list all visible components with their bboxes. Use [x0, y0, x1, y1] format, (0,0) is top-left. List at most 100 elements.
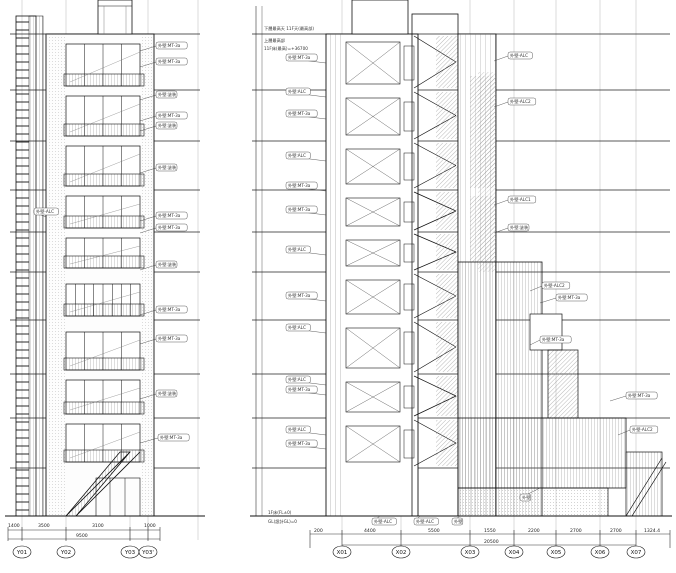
base-note-2: GL(設計GL)=0 — [268, 518, 297, 525]
right-tower-bay — [345, 425, 415, 463]
svg-text:外壁:ALC: 外壁:ALC — [288, 324, 306, 331]
left-window-bay — [63, 95, 145, 137]
left-segment-dim-3: 3100 — [92, 523, 104, 529]
left-window-bay — [63, 145, 145, 187]
svg-text:外壁:MT-3a: 外壁:MT-3a — [628, 392, 651, 399]
top-note-3: 11F床(最高)=+36700 — [264, 45, 308, 52]
svg-text:外壁:MT-3a: 外壁:MT-3a — [288, 440, 311, 447]
right-grid-bubble: X01 — [332, 545, 352, 559]
right-grid-bubble: X06 — [590, 545, 610, 559]
right-tower-bay — [345, 197, 415, 227]
left-wall-tag: 外壁:MT-3a — [139, 57, 188, 68]
svg-text:Y01: Y01 — [16, 550, 27, 556]
svg-text:X01: X01 — [337, 550, 348, 556]
top-note-2: 上層最高部 — [264, 37, 285, 44]
right-bottom-tag: 外壁 — [451, 515, 464, 525]
right-segment-dim-4: 2200 — [528, 528, 540, 534]
left-grid-bubble: Y02 — [56, 545, 76, 559]
svg-text:外壁:ALC: 外壁:ALC — [288, 246, 306, 253]
svg-text:外壁:ALC: 外壁:ALC — [288, 152, 306, 159]
svg-text:外壁:MT-3a: 外壁:MT-3a — [288, 182, 311, 189]
svg-text:Y03: Y03 — [124, 550, 136, 556]
left-wall-tag: 外壁:MT-3a — [139, 305, 188, 316]
left-wall-tag: 外壁:MT-3a — [139, 111, 188, 122]
svg-text:外壁:MT-3a: 外壁:MT-3a — [288, 386, 311, 393]
svg-text:外壁:MT-3a: 外壁:MT-3a — [158, 58, 181, 65]
right-bottom-tag: 外壁-ALC — [371, 515, 397, 525]
svg-text:X05: X05 — [551, 550, 562, 556]
svg-text:X02: X02 — [396, 550, 407, 556]
left-grid-bubble: Y03' — [138, 545, 158, 559]
right-right-wall-tag: 外壁:MT-3a — [529, 335, 572, 346]
svg-text:外壁:ALC: 外壁:ALC — [288, 376, 306, 383]
right-segment-dim-3: 1550 — [484, 528, 496, 534]
right-tower-bay — [345, 239, 415, 267]
right-left-wall-tag: 外壁:MT-3a — [285, 53, 327, 64]
svg-text:外壁-ALC: 外壁-ALC — [374, 518, 392, 525]
left-window-bay — [63, 331, 145, 371]
right-left-wall-tag: 外壁:MT-3a — [285, 205, 327, 216]
right-tower-bay — [345, 41, 415, 85]
right-segment-dim-2: 5500 — [428, 528, 440, 534]
left-wall-tag: 外壁:塗装 — [139, 121, 178, 132]
left-window-bay — [63, 423, 145, 463]
right-left-wall-tag: 外壁:MT-3a — [285, 109, 327, 120]
svg-text:外壁:MT-3a: 外壁:MT-3a — [158, 306, 181, 313]
right-segment-dim-1: 4400 — [364, 528, 376, 534]
left-grid-bubble: Y01 — [12, 545, 32, 559]
right-exterior-stair — [625, 451, 667, 517]
right-left-wall-tag: 外壁:MT-3a — [285, 291, 327, 302]
left-window-bay — [63, 195, 145, 229]
svg-text:X04: X04 — [509, 550, 520, 556]
svg-text:外壁:ALC: 外壁:ALC — [288, 88, 306, 95]
svg-text:X07: X07 — [631, 550, 642, 556]
right-left-wall-tag: 外壁:MT-3a — [285, 181, 327, 192]
svg-text:外壁:MT-3a: 外壁:MT-3a — [558, 294, 581, 301]
svg-text:外壁-ALC: 外壁-ALC — [510, 52, 528, 59]
svg-text:外壁:MT-3a: 外壁:MT-3a — [288, 110, 311, 117]
base-note-1: 1F床(FL±0) — [268, 509, 292, 516]
svg-text:外壁-ALC2: 外壁-ALC2 — [632, 426, 653, 433]
left-wall-tag: 外壁-ALC — [33, 207, 59, 218]
left-segment-dim-1: 1400 — [8, 523, 20, 529]
left-wall-tag: 外壁:MT-3a — [139, 211, 188, 222]
right-left-wall-tag: 外壁:ALC — [285, 245, 327, 256]
svg-text:外壁-ALC2: 外壁-ALC2 — [544, 282, 565, 289]
right-tower-bay — [345, 148, 415, 185]
right-right-wall-tag: 外壁-ALC2 — [617, 425, 658, 436]
left-window-bay — [63, 43, 145, 87]
svg-text:X06: X06 — [595, 550, 606, 556]
svg-text:外壁:塗装: 外壁:塗装 — [510, 224, 529, 231]
left-window-bay — [63, 237, 145, 269]
left-segment-dim-4: 1000 — [144, 523, 156, 529]
svg-text:外壁:MT-3a: 外壁:MT-3a — [158, 112, 181, 119]
right-left-wall-tag: 外壁:ALC — [285, 375, 327, 386]
right-bottom-tag: 外壁-ALC — [413, 515, 439, 525]
right-tower-bay — [345, 279, 415, 315]
svg-text:外壁-ALC: 外壁-ALC — [36, 208, 54, 215]
right-total-dim: 20500 — [484, 539, 499, 545]
left-grid-bubble: Y03 — [120, 545, 140, 559]
right-elevation: 外壁:MT-3a 外壁:ALC 外壁:MT-3a 外壁:ALC 外壁:MT-3a 外壁:M… — [250, 0, 672, 559]
svg-text:外壁-ALC1: 外壁-ALC1 — [510, 196, 531, 203]
right-bottom-tag: 外壁 — [519, 487, 541, 501]
left-wall-tag: 外壁:MT-3a — [139, 433, 190, 444]
svg-text:外壁:塗装: 外壁:塗装 — [158, 122, 177, 129]
right-right-wall-tag: 外壁:MT-3a — [609, 391, 658, 402]
svg-text:外壁:塗装: 外壁:塗装 — [158, 91, 177, 98]
left-total-dim: 9500 — [76, 533, 88, 539]
right-tower-bay — [345, 327, 415, 369]
left-wall-tag: 外壁:塗装 — [139, 260, 178, 271]
svg-text:Y03': Y03' — [141, 550, 154, 556]
right-grid-bubble: X07 — [626, 545, 646, 559]
left-wall-tag: 外壁:MT-3a — [139, 41, 188, 52]
left-wall-tag: 外壁:MT-3a — [139, 334, 188, 345]
right-right-wall-tag: 外壁:MT-3a — [539, 293, 588, 304]
svg-text:外壁-ALC2: 外壁-ALC2 — [510, 98, 531, 105]
svg-text:外壁:MT-3a: 外壁:MT-3a — [158, 212, 181, 219]
right-segment-dim-6: 2700 — [610, 528, 622, 534]
right-right-wall-tag: 外壁-ALC2 — [529, 281, 570, 292]
right-right-wall-tag: 外壁-ALC — [493, 51, 533, 62]
svg-text:外壁:MT-3a: 外壁:MT-3a — [158, 335, 181, 342]
